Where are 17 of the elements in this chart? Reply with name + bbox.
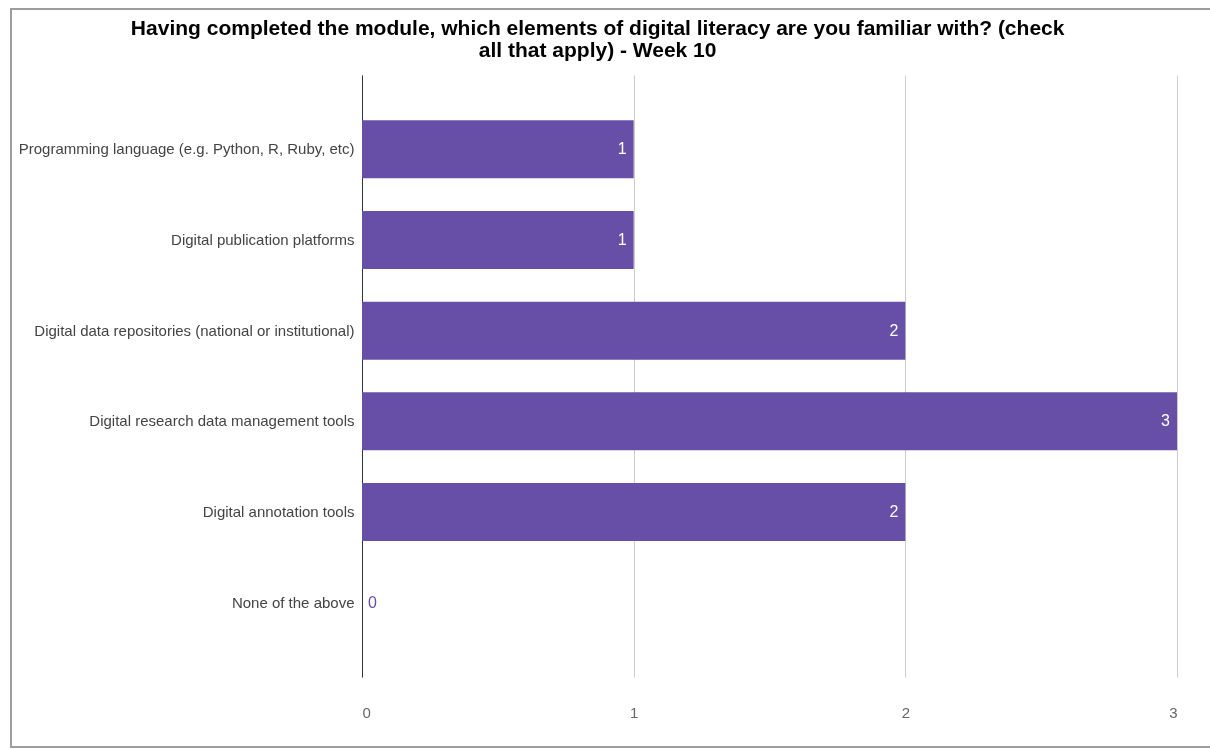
x-tick-label: 2 [901,703,911,721]
data-label: 3 [1161,412,1171,430]
data-label: 1 [617,231,627,249]
y-tick-label: Digital annotation tools [202,502,355,520]
x-tick-label: 3 [1169,703,1178,721]
y-tick-label: Digital publication platforms [171,231,355,249]
y-tick-label: Digital data repositories (national or institutional) [34,321,355,339]
data-label: 2 [889,502,899,520]
chart-title: Having completed the module, which elements of digital literacy are you familiar with? (check all that apply) - Week 10 [130,16,1065,61]
y-tick-label: Programming language (e.g. Python, R, Ruby, etc) [18,140,355,158]
x-tick-label: 0 [362,703,371,721]
data-label: 0 [368,593,377,611]
y-tick-label: Digital research data management tools [89,412,355,430]
data-label: 2 [889,321,899,339]
y-tick-label: None of the above [231,593,355,611]
x-tick-label: 1 [629,703,639,721]
data-label: 1 [617,140,627,158]
